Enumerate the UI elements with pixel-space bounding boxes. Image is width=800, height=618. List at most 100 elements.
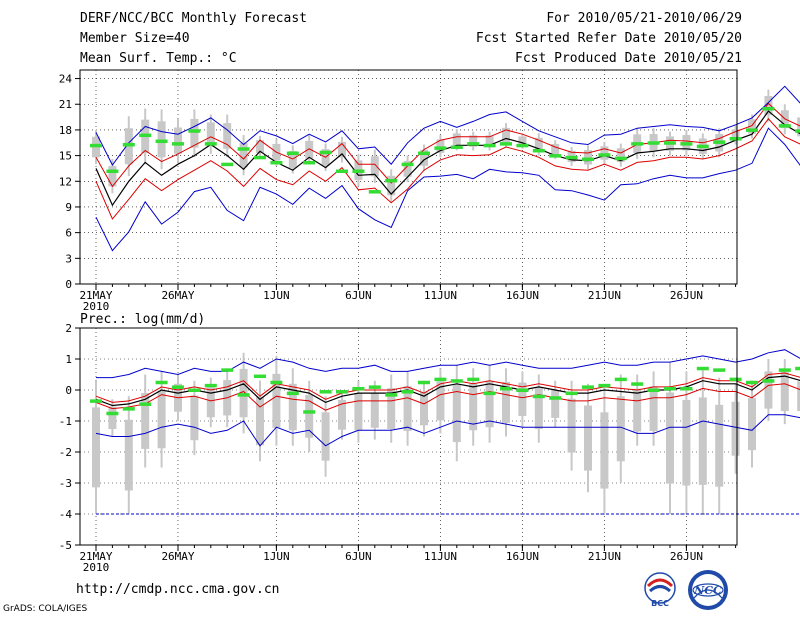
marker-dash xyxy=(385,393,398,397)
member-size: Member Size=40 xyxy=(80,31,190,46)
marker-dash xyxy=(762,379,775,383)
x-tick-label: 26JUN xyxy=(670,289,703,302)
box-body xyxy=(338,399,346,430)
x-tick-label: 11JUN xyxy=(424,550,457,563)
box-body xyxy=(157,121,166,158)
header-left: DERF/NCC/BCC Monthly Forecast Member Siz… xyxy=(80,11,307,71)
marker-dash xyxy=(746,380,758,385)
box-body xyxy=(584,405,592,471)
box-body xyxy=(354,393,363,431)
marker-dash xyxy=(631,142,644,146)
marker-dash xyxy=(516,143,529,148)
marker-dash xyxy=(254,374,266,379)
box-body xyxy=(420,149,428,166)
marker-dash xyxy=(565,391,578,396)
source-url[interactable]: http://cmdp.ncc.cma.gov.cn xyxy=(76,582,280,597)
y-tick-label: 0 xyxy=(65,278,72,291)
box-body xyxy=(764,371,773,409)
marker-dash xyxy=(172,142,184,146)
box-body xyxy=(797,117,800,137)
series-line-lower-inner xyxy=(95,118,800,220)
box-body xyxy=(436,381,445,421)
box-body xyxy=(666,392,674,484)
marker-dash xyxy=(336,390,348,394)
y-tick-label: 3 xyxy=(65,252,72,265)
series-line-upper-outer xyxy=(96,349,800,379)
box-body xyxy=(223,123,232,149)
marker-dash xyxy=(696,144,709,149)
marker-dash xyxy=(418,380,430,385)
ncc-logo-text: NCC xyxy=(693,584,722,597)
box-body xyxy=(518,382,527,417)
box-body xyxy=(321,412,330,461)
x-tick-label: 16JUN xyxy=(506,550,539,563)
forecast-period: For 2010/05/21-2010/06/29 xyxy=(546,11,742,26)
box-body xyxy=(600,412,609,489)
marker-dash xyxy=(532,394,545,399)
box-body xyxy=(239,143,248,168)
box-body xyxy=(534,137,543,152)
y-tick-label: -4 xyxy=(59,508,73,521)
precip-title: Prec.: log(mm/d) xyxy=(80,312,205,327)
series-line-ensemble-mean xyxy=(95,110,800,207)
chart-title: DERF/NCC/BCC Monthly Forecast xyxy=(80,11,307,26)
x-tick-year: 2010 xyxy=(83,561,110,574)
marker-dash xyxy=(516,388,529,392)
marker-dash xyxy=(385,178,398,183)
box-body xyxy=(764,96,773,116)
marker-dash xyxy=(549,154,562,158)
marker-dash xyxy=(221,162,234,167)
x-tick-label: 1JUN xyxy=(263,550,290,563)
variable-label: Mean Surf. Temp.: °C xyxy=(80,51,237,66)
box-body xyxy=(797,381,800,412)
marker-dash xyxy=(614,156,627,161)
box-body xyxy=(124,419,133,491)
box-body xyxy=(502,381,510,423)
box-body xyxy=(534,388,543,430)
marker-dash xyxy=(270,160,283,165)
marker-dash xyxy=(286,391,299,396)
box-body xyxy=(748,119,756,134)
x-tick-label: 21MAY xyxy=(79,550,112,563)
marker-dash xyxy=(418,151,430,156)
marker-dash xyxy=(467,142,480,146)
box-body xyxy=(551,390,560,418)
box-body xyxy=(616,148,625,163)
box-body xyxy=(584,150,592,165)
marker-dash xyxy=(352,386,365,391)
box-body xyxy=(256,140,264,154)
marker-dash xyxy=(106,169,119,174)
marker-dash xyxy=(598,383,611,388)
marker-dash xyxy=(729,377,742,382)
x-tick-label: 21MAY xyxy=(79,289,112,302)
marker-dash xyxy=(647,141,660,145)
x-tick-label: 21JUN xyxy=(588,550,621,563)
y-tick-label: 21 xyxy=(59,98,72,111)
box-body xyxy=(174,127,182,154)
marker-dash xyxy=(664,386,676,391)
box-body xyxy=(387,175,396,196)
y-tick-label: 24 xyxy=(59,73,73,86)
box-body xyxy=(567,398,576,453)
box-body xyxy=(649,386,658,431)
box-body xyxy=(518,136,527,146)
marker-dash xyxy=(532,148,545,153)
y-tick-label: 9 xyxy=(65,201,72,214)
x-tick-label: 6JUN xyxy=(345,289,372,302)
box-body xyxy=(731,401,740,456)
marker-dash xyxy=(368,385,381,389)
y-tick-label: 1 xyxy=(65,353,72,366)
marker-dash xyxy=(155,380,168,385)
marker-dash xyxy=(696,366,709,371)
box-body xyxy=(206,122,215,147)
box-body xyxy=(190,395,199,441)
marker-dash xyxy=(319,150,332,155)
box-body xyxy=(452,384,461,443)
marker-dash xyxy=(122,407,135,411)
grads-credit: GrADS: COLA/IGES xyxy=(3,604,88,614)
bcc-logo-text: BCC xyxy=(651,599,669,608)
box-body xyxy=(239,368,248,418)
series-line-upper-outer xyxy=(95,85,800,166)
box-body xyxy=(370,156,379,177)
